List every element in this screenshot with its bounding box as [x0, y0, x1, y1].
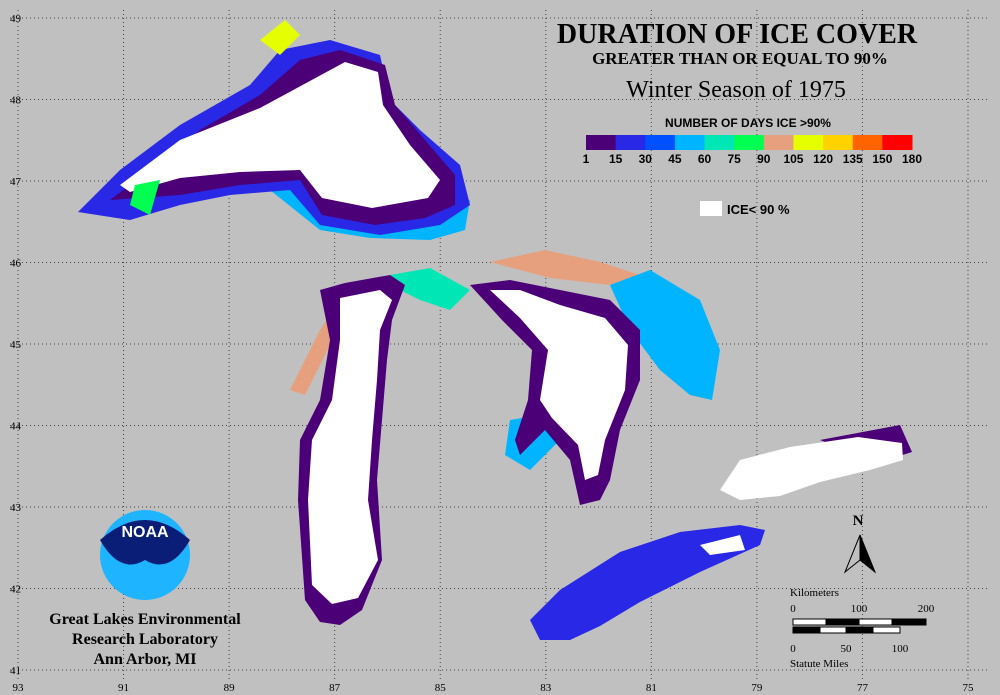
legend-label: 15	[609, 152, 623, 166]
legend: 1 15 30 45 60 75 90 105 120 135 150 180	[583, 135, 922, 166]
legend-swatch	[645, 135, 676, 150]
lon-label: 85	[435, 682, 447, 694]
scale-km-label: Kilometers	[790, 587, 839, 599]
ice-below-90	[720, 437, 903, 500]
legend-label: 135	[843, 152, 863, 166]
lon-label: 79	[751, 682, 763, 694]
legend-swatch	[823, 135, 854, 150]
legend-label: 60	[698, 152, 712, 166]
lon-label: 91	[118, 682, 129, 694]
legend-swatch	[700, 201, 722, 216]
lake-ontario	[720, 425, 912, 500]
ice-zone	[260, 20, 300, 55]
lon-label: 83	[540, 682, 552, 694]
ice-below-90	[700, 535, 745, 555]
ice-label: ICE< 90 %	[727, 202, 790, 217]
ice-below-90	[308, 290, 392, 604]
legend-label: 75	[728, 152, 742, 166]
legend-swatch	[763, 135, 794, 150]
lat-label: 43	[10, 502, 22, 514]
north-label: N	[853, 513, 864, 529]
subtitle: GREATER THAN OR EQUAL TO 90%	[592, 49, 888, 68]
lat-label: 47	[10, 176, 22, 188]
ice-zone	[390, 268, 470, 310]
scale-mi-tick: 100	[892, 643, 909, 655]
lake-erie	[530, 525, 765, 640]
lon-label: 75	[963, 682, 975, 694]
lon-label: 77	[857, 682, 869, 694]
graticule: 93 91 89 87 85 83 81 79 77 75 49 48 47 46 45 44 43 42 41	[10, 10, 990, 694]
scale-bar	[792, 618, 927, 634]
legend-label: 120	[813, 152, 833, 166]
legend-label: 30	[639, 152, 653, 166]
scale-km-tick: 200	[918, 603, 935, 615]
scale-mi-tick: 0	[790, 643, 796, 655]
lat-label: 48	[10, 95, 22, 107]
legend-title: NUMBER OF DAYS ICE >90%	[665, 116, 831, 130]
legend-label: 90	[757, 152, 771, 166]
scale-km-tick: 100	[851, 603, 868, 615]
legend-swatch	[615, 135, 646, 150]
lon-label: 81	[646, 682, 657, 694]
legend-swatch	[734, 135, 765, 150]
org-line: Great Lakes Environmental	[49, 611, 241, 628]
scale-km-tick: 0	[790, 603, 796, 615]
legend-label: 150	[872, 152, 892, 166]
title: DURATION OF ICE COVER	[557, 19, 918, 50]
north-arrow	[859, 534, 877, 574]
lat-label: 44	[10, 421, 22, 433]
org-line: Ann Arbor, MI	[94, 651, 197, 668]
lake-michigan	[290, 268, 470, 625]
org-line: Research Laboratory	[72, 631, 218, 648]
lat-label: 49	[10, 13, 22, 25]
noaa-logo: NOAA	[100, 510, 190, 600]
legend-label: 45	[668, 152, 682, 166]
legend-swatch	[882, 135, 913, 150]
lat-label: 46	[10, 258, 22, 270]
legend-swatch	[852, 135, 883, 150]
ice-zone	[490, 250, 640, 285]
lat-label: 42	[10, 584, 21, 596]
logo-text: NOAA	[121, 524, 169, 541]
lat-label: 45	[10, 339, 22, 351]
legend-swatch	[704, 135, 735, 150]
scale-mi-tick: 50	[841, 643, 853, 655]
ice-below-90	[490, 290, 628, 480]
ice-zone	[530, 525, 765, 640]
legend-swatch	[586, 135, 617, 150]
legend-label: 1	[583, 152, 590, 166]
ice-zone	[130, 180, 160, 215]
legend-swatch	[674, 135, 706, 150]
ice-zone	[610, 270, 720, 400]
lake-huron	[470, 250, 720, 505]
legend-label: 105	[783, 152, 803, 166]
lake-superior	[78, 20, 470, 240]
scale-mi-label: Statute Miles	[790, 658, 848, 670]
lon-label: 93	[13, 682, 25, 694]
legend-swatch	[793, 135, 824, 150]
lon-label: 87	[329, 682, 341, 694]
lat-label: 41	[10, 665, 21, 677]
legend-label: 180	[902, 152, 922, 166]
ice-below-90	[120, 62, 440, 208]
lon-label: 89	[224, 682, 236, 694]
season: Winter Season of 1975	[626, 77, 846, 103]
